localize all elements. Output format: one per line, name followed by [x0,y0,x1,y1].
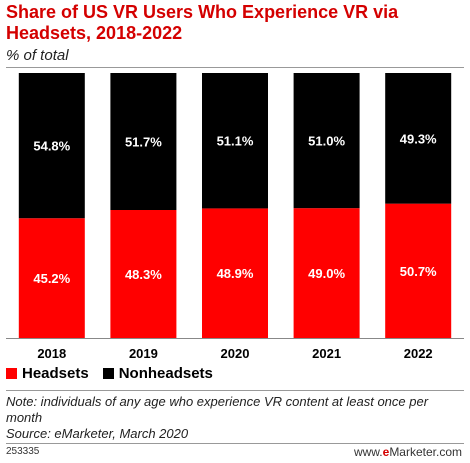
legend-item-headsets: Headsets [6,365,89,382]
x-tick-label-2022: 2022 [404,346,433,361]
bar-headsets-2018 [18,218,85,338]
chart-subtitle: % of total [6,47,69,64]
data-label-nonheadsets-2021: 51.0% [308,134,345,149]
data-label-nonheadsets-2018: 54.8% [33,139,70,154]
x-tick-label-2018: 2018 [37,346,66,361]
bar-nonheadsets-2020 [202,73,268,209]
bar-nonheadsets-2019 [110,73,177,211]
x-tick-label-2021: 2021 [312,346,341,361]
brand-prefix: www. [353,445,383,459]
data-label-headsets-2022: 50.7% [400,264,437,279]
bar-headsets-2020 [202,208,268,338]
brand-link[interactable]: www.eMarketer.com [354,445,462,459]
note-text: Note: individuals of any age who experie… [6,394,429,425]
footer-divider [6,443,464,444]
x-tick-label-2020: 2020 [221,346,250,361]
data-label-headsets-2019: 48.3% [125,267,162,282]
chart-title: Share of US VR Users Who Experience VR v… [6,2,399,43]
title-divider [6,67,464,68]
bar-headsets-2022 [385,203,452,338]
data-label-headsets-2018: 45.2% [33,271,70,286]
brand-rest: Marketer.com [389,445,462,459]
source-text: Source: eMarketer, March 2020 [6,426,189,441]
data-label-headsets-2020: 48.9% [217,266,254,281]
stacked-bar-chart: 45.2% 54.8% 2018 48.3% 51.7% 2019 48.9% 51.1% 20… [6,73,464,361]
legend-label-nonheadsets: Nonheadsets [118,365,213,382]
chart-id: 253335 [6,446,40,457]
bar-nonheadsets-2021 [293,73,360,209]
footnote: Note: individuals of any age who experie… [6,394,461,442]
legend-swatch-nonheadsets [102,368,114,379]
bar-nonheadsets-2022 [385,73,452,204]
legend-item-nonheadsets: Nonheadsets [102,365,213,382]
legend: Headsets Nonheadsets [6,365,227,382]
data-label-nonheadsets-2022: 49.3% [400,131,437,146]
legend-divider [6,390,464,391]
x-tick-label-2019: 2019 [129,346,158,361]
data-label-nonheadsets-2019: 51.7% [125,135,162,150]
data-label-nonheadsets-2020: 51.1% [217,134,254,149]
bar-nonheadsets-2018 [18,73,85,219]
bar-headsets-2021 [293,208,360,338]
data-label-headsets-2021: 49.0% [308,266,345,281]
brand-e: e [382,445,390,459]
legend-label-headsets: Headsets [22,365,89,382]
legend-swatch-headsets [6,368,17,379]
bar-headsets-2019 [110,210,177,338]
